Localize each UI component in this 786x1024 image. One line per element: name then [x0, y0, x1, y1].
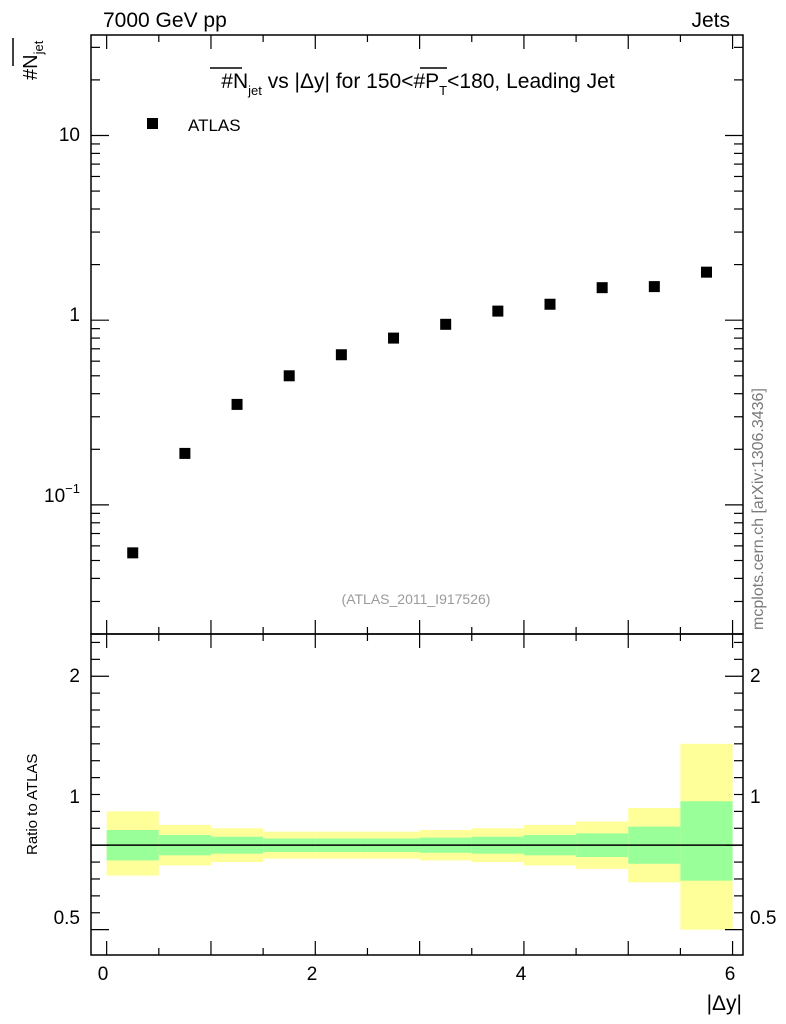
legend-marker — [147, 118, 158, 129]
atlas-data-point — [492, 305, 504, 317]
data-points — [127, 266, 712, 559]
header-right-label: Jets — [691, 9, 730, 32]
main-y-label-sub: jet — [31, 40, 46, 55]
ratio-y-tick-label-right-1: 1 — [750, 787, 761, 808]
ratio-inner-band-bin — [680, 801, 733, 881]
atlas-data-point — [283, 370, 295, 382]
atlas-data-point — [231, 398, 243, 410]
x-tick-label-0: 0 — [98, 964, 109, 985]
main-plot-title: #Njet vs |Δy| for 150<#PT<180, Leading J… — [221, 70, 615, 98]
x-tick-label-2: 2 — [307, 964, 318, 985]
x-tick-label-6: 6 — [725, 964, 736, 985]
ratio-y-tick-label-2: 2 — [69, 666, 80, 687]
ratio-y-tick-label-right-0.5: 0.5 — [750, 908, 776, 929]
main-y-label-main: #N — [20, 54, 42, 80]
svg-text:#Njet: #Njet — [20, 40, 46, 80]
ratio-bands — [106, 743, 733, 930]
main-y-tick-label-1: 1 — [69, 305, 80, 326]
atlas-data-point — [596, 282, 608, 294]
main-y-axis-label: #Njet — [20, 40, 46, 80]
atlas-data-point — [179, 447, 191, 459]
main-y-tick-label-10: 10 — [59, 125, 80, 146]
ratio-y-axis-label: Ratio to ATLAS — [24, 754, 41, 855]
atlas-data-point — [388, 332, 400, 344]
atlas-data-point — [700, 266, 712, 278]
ratio-plot-frame — [90, 633, 744, 956]
atlas-data-point — [335, 349, 347, 361]
side-source-label: mcplots.cern.ch [arXiv:1306.3436] — [750, 388, 767, 630]
main-y-tick-label-0.1: 10−1 — [44, 481, 80, 507]
legend-label: ATLAS — [188, 116, 241, 135]
ratio-y-tick-label-right-2: 2 — [750, 666, 761, 687]
atlas-data-point — [544, 298, 556, 310]
atlas-data-point — [648, 281, 660, 293]
x-tick-label-4: 4 — [516, 964, 527, 985]
atlas-data-point — [440, 318, 452, 330]
ratio-y-tick-label-0.5: 0.5 — [54, 908, 80, 929]
ratio-y-tick-label-1: 1 — [69, 787, 80, 808]
analysis-tag: (ATLAS_2011_I917526) — [342, 591, 491, 607]
atlas-data-point — [127, 547, 139, 559]
x-axis-label: |Δy| — [707, 992, 742, 1015]
axes — [90, 34, 744, 956]
header-left-label: 7000 GeV pp — [103, 9, 227, 32]
